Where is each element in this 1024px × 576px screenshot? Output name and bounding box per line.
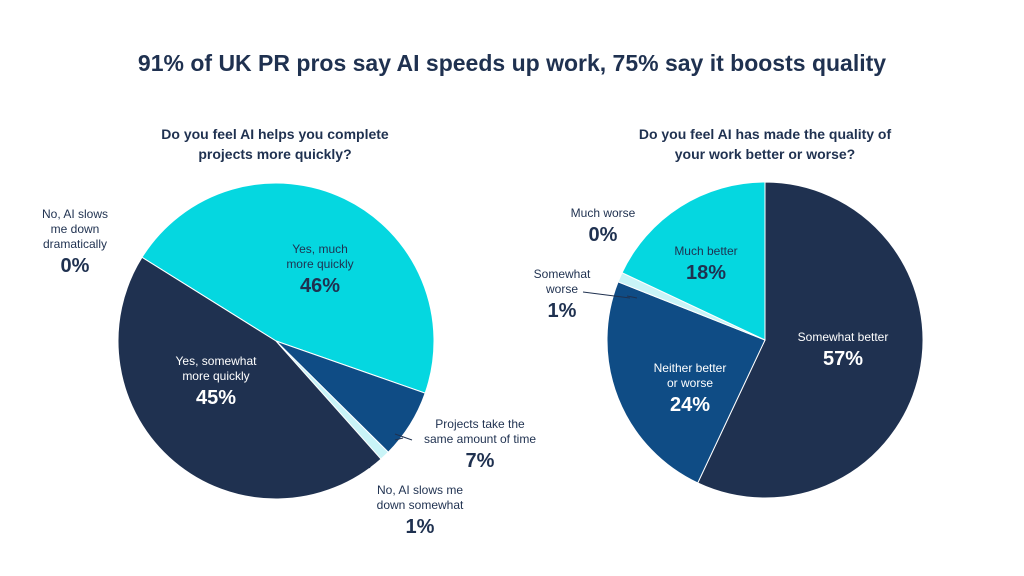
- pie2-slice-1: [606, 281, 766, 484]
- pie2-slice-1-value: 24%: [670, 394, 710, 416]
- pie2-slice-0-label: Somewhat better: [798, 330, 889, 344]
- pie1-slice-4-value: 0%: [61, 255, 90, 277]
- pie2-slice-3-label: Much better: [674, 244, 737, 258]
- slice-labels: Yes, much more quickly 46% Projects take th…: [42, 206, 888, 538]
- pie1-slice-2-label: No, AI slows me down somewhat: [377, 483, 464, 512]
- pie1-slice-0-label: Yes, much more quickly: [286, 242, 353, 271]
- pie2-slice-2-value: 1%: [548, 300, 577, 322]
- pie1-slice-1-value: 7%: [466, 450, 495, 472]
- pie2-slice-2-label: Somewhat worse: [534, 267, 591, 296]
- pie1-slice-0-value: 46%: [300, 275, 340, 297]
- pie2-somewhat-worse-pointer: [582, 291, 631, 299]
- chart2-question: Do you feel AI has made the quality of y…: [638, 126, 892, 162]
- pie1-slice-3-label: Yes, somewhat more quickly: [176, 354, 258, 383]
- pie2-slice-2-leader: [626, 295, 638, 299]
- pie2-slice-0: [697, 181, 924, 499]
- pie1-slice-2-value: 1%: [406, 516, 435, 538]
- pie2-slice-0-value: 57%: [823, 348, 863, 370]
- leader-lines: [363, 291, 638, 469]
- pie1-slice-3-value: 45%: [196, 387, 236, 409]
- pie2-slice-4-value: 0%: [589, 224, 618, 246]
- pie1-slice-2-leader: [363, 459, 371, 469]
- page-title: 91% of UK PR pros say AI speeds up work,…: [137, 50, 887, 76]
- pie2-slice-3: [621, 181, 766, 341]
- pie2-slice-3-value: 18%: [686, 262, 726, 284]
- pie2-slice-4-label: Much worse: [571, 206, 636, 220]
- pie1-slice-4-label: No, AI slows me down dramatically: [42, 207, 108, 251]
- pie1-slice-1-leader: [394, 437, 404, 441]
- pie-chart-speed: [117, 182, 435, 500]
- chart1-question: Do you feel AI helps you complete projec…: [161, 126, 389, 162]
- pie1-slice-1-label: Projects take the same amount of time: [424, 417, 536, 446]
- pie1-slice-0: [141, 182, 435, 394]
- pie2-slice-1-label: Neither better or worse: [654, 361, 727, 390]
- pie1-same-time-pointer: [394, 433, 413, 441]
- pie-chart-quality: [606, 181, 924, 499]
- pie1-slice-3: [117, 256, 382, 500]
